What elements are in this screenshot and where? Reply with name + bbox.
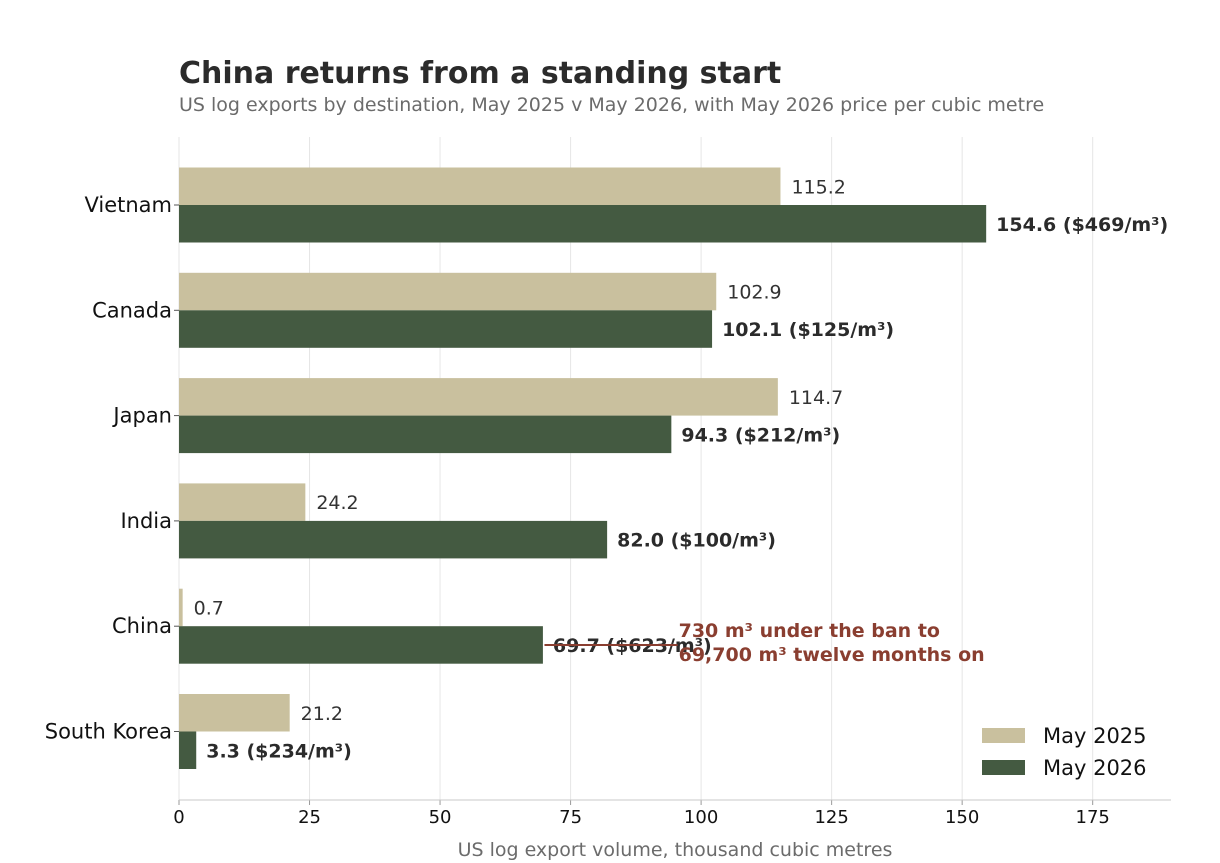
legend: May 2025 May 2026 bbox=[982, 724, 1147, 780]
data-label-may-2025: 0.7 bbox=[194, 597, 224, 619]
bar-may-2026 bbox=[179, 310, 713, 348]
data-label-may-2026: 3.3 ($234/m³) bbox=[206, 740, 352, 762]
bars bbox=[179, 167, 987, 769]
legend-swatch bbox=[982, 760, 1025, 775]
data-label-may-2025: 24.2 bbox=[316, 492, 358, 514]
legend-label: May 2026 bbox=[1043, 756, 1147, 780]
x-tick-label: 150 bbox=[945, 807, 979, 828]
x-tick-label: 25 bbox=[298, 807, 321, 828]
data-label-may-2026: 102.1 ($125/m³) bbox=[722, 319, 894, 341]
bar-may-2025 bbox=[179, 378, 778, 416]
x-tick-label: 125 bbox=[814, 807, 848, 828]
data-label-may-2025: 114.7 bbox=[789, 387, 843, 409]
legend-label: May 2025 bbox=[1043, 724, 1147, 748]
bar-may-2025 bbox=[179, 272, 717, 311]
bar-may-2026 bbox=[179, 205, 987, 243]
category-label: Canada bbox=[92, 298, 172, 322]
axes: 0 25 50 75 100 125 150 175 Vietnam Canada Japan Ind… bbox=[45, 193, 1171, 828]
x-axis-label: US log export volume, thousand cubic met… bbox=[458, 839, 893, 861]
category-label: Japan bbox=[111, 404, 172, 428]
data-label-may-2025: 115.2 bbox=[791, 176, 845, 198]
bar-may-2025 bbox=[179, 167, 781, 205]
bar-may-2026 bbox=[179, 626, 543, 664]
data-labels: 115.2 154.6 ($469/m³) 102.9 102.1 ($125/m³)… bbox=[194, 176, 1169, 762]
gridlines bbox=[178, 137, 1094, 800]
data-label-may-2026: 154.6 ($469/m³) bbox=[996, 214, 1168, 236]
x-tick-label: 100 bbox=[684, 807, 718, 828]
chart-subtitle: US log exports by destination, May 2025 … bbox=[179, 94, 1044, 116]
bar-may-2026 bbox=[179, 731, 197, 769]
annotation-text: 730 m³ under the ban to bbox=[679, 620, 940, 642]
x-tick-label: 50 bbox=[429, 807, 452, 828]
annotation-text: 69,700 m³ twelve months on bbox=[679, 644, 985, 666]
bar-may-2026 bbox=[179, 415, 672, 454]
data-label-may-2025: 102.9 bbox=[727, 282, 781, 304]
chart-title: China returns from a standing start bbox=[179, 56, 781, 91]
x-tick-label: 75 bbox=[559, 807, 582, 828]
bar-may-2025 bbox=[179, 588, 183, 627]
bar-may-2025 bbox=[179, 694, 290, 732]
x-tick-label: 175 bbox=[1076, 807, 1110, 828]
x-tick-label: 0 bbox=[173, 807, 184, 828]
data-label-may-2026: 94.3 ($212/m³) bbox=[681, 424, 840, 446]
bar-may-2026 bbox=[179, 520, 608, 559]
category-label: South Korea bbox=[45, 720, 172, 744]
bar-may-2025 bbox=[179, 483, 306, 521]
data-label-may-2026: 82.0 ($100/m³) bbox=[617, 530, 776, 552]
legend-swatch bbox=[982, 728, 1025, 743]
category-label: Vietnam bbox=[84, 193, 172, 217]
category-label: China bbox=[112, 614, 172, 638]
category-label: India bbox=[120, 509, 172, 533]
data-label-may-2025: 21.2 bbox=[301, 703, 343, 725]
